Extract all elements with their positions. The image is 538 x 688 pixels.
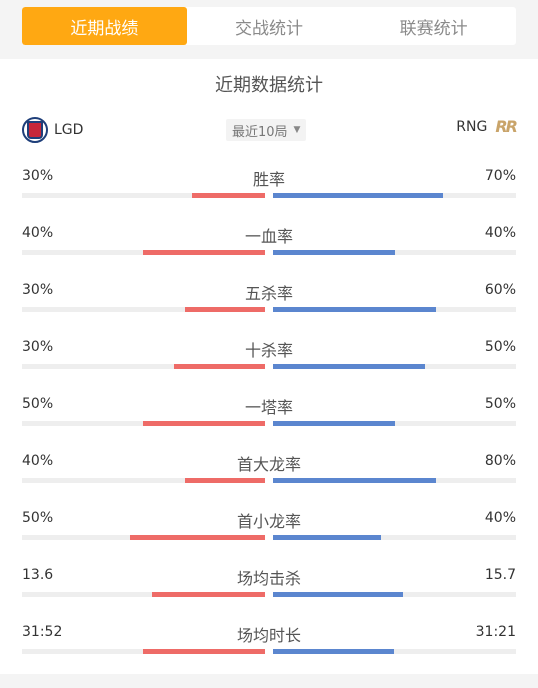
stat-row: 40% 首大龙率 80% [0,453,538,503]
stat-row: 50% 首小龙率 40% [0,510,538,560]
right-value: 40% [484,510,516,526]
right-bar-fill [273,307,436,312]
left-value: 30% [22,168,54,184]
right-value: 40% [484,225,516,241]
right-bar-fill [273,193,443,198]
stat-label: 首小龙率 [236,512,301,531]
stat-row: 40% 一血率 40% [0,225,538,275]
left-bar-fill [143,649,265,654]
right-value: 60% [484,282,516,298]
tab-league-stats[interactable]: 联赛统计 [399,18,468,39]
left-bar-track [22,478,265,483]
selector-label: 最近10局 [232,124,288,140]
left-value: 50% [22,396,54,412]
stat-row: 30% 五杀率 60% [0,282,538,332]
left-bar-track [22,364,265,369]
stat-label: 场均击杀 [236,569,301,588]
left-value: 13.6 [22,567,54,583]
left-bar-fill [152,592,265,597]
left-bar-fill [143,421,265,426]
left-bar-fill [143,250,265,255]
stat-row: 30% 胜率 70% [0,168,538,218]
left-value: 40% [22,225,54,241]
right-value: 80% [484,453,516,469]
right-bar-fill [273,649,394,654]
right-bar-fill [273,364,425,369]
stat-row: 13.6 场均击杀 15.7 [0,567,538,617]
left-bar-fill [130,535,265,540]
stat-row: 31:52 场均时长 31:21 [0,624,538,674]
left-value: 30% [22,339,54,355]
left-value: 30% [22,282,54,298]
stat-label: 胜率 [252,170,285,189]
left-team-name: LGD [54,122,84,138]
right-bar-track [273,535,516,540]
left-value: 31:52 [22,624,63,640]
left-bar-fill [174,364,265,369]
right-bar-track [273,307,516,312]
left-bar-track [22,421,265,426]
right-team: RNG RR [456,117,518,136]
right-value: 15.7 [484,567,516,583]
stat-row: 50% 一塔率 50% [0,396,538,446]
right-bar-fill [273,592,403,597]
tab-bar: 近期战绩 交战统计 联赛统计 [22,7,516,45]
right-bar-track [273,364,516,369]
left-bar-fill [192,193,265,198]
left-bar-track [22,307,265,312]
panel-title: 近期数据统计 [215,75,323,96]
right-value: 70% [484,168,516,184]
stat-row: 30% 十杀率 50% [0,339,538,389]
caret-down-icon: ▼ [293,125,301,135]
right-bar-fill [273,535,381,540]
left-bar-fill [185,478,265,483]
rng-logo-icon: RR [495,117,518,136]
right-bar-track [273,421,516,426]
tab-head-to-head[interactable]: 交战统计 [235,18,303,39]
right-bar-fill [273,478,436,483]
stat-label: 一塔率 [244,398,293,417]
right-value: 50% [484,339,516,355]
left-bar-track [22,535,265,540]
left-bar-track [22,592,265,597]
stat-label: 一血率 [244,227,293,246]
stat-label: 首大龙率 [236,455,301,474]
bottom-divider [0,674,538,688]
right-team-name: RNG [456,118,488,135]
stat-label: 五杀率 [244,284,293,303]
left-bar-track [22,250,265,255]
right-value: 31:21 [475,624,516,640]
right-value: 50% [484,396,516,412]
left-value: 40% [22,453,54,469]
stat-label: 十杀率 [244,341,293,360]
right-bar-track [273,193,516,198]
right-bar-track [273,592,516,597]
right-bar-fill [273,421,395,426]
recent-stats-panel: 近期数据统计 LGD 最近10局 ▼ RNG RR 30% 胜率 70% 40% 一血率… [0,59,538,674]
left-bar-track [22,649,265,654]
right-bar-track [273,649,516,654]
stat-label: 场均时长 [236,626,301,645]
right-bar-track [273,478,516,483]
left-value: 50% [22,510,54,526]
lgd-logo-icon [22,117,48,143]
left-bar-fill [185,307,265,312]
left-team: LGD [22,117,83,143]
right-bar-fill [273,250,395,255]
tab-recent-record[interactable]: 近期战绩 [22,7,187,45]
game-count-selector[interactable]: 最近10局 ▼ [226,119,307,141]
right-bar-track [273,250,516,255]
left-bar-track [22,193,265,198]
